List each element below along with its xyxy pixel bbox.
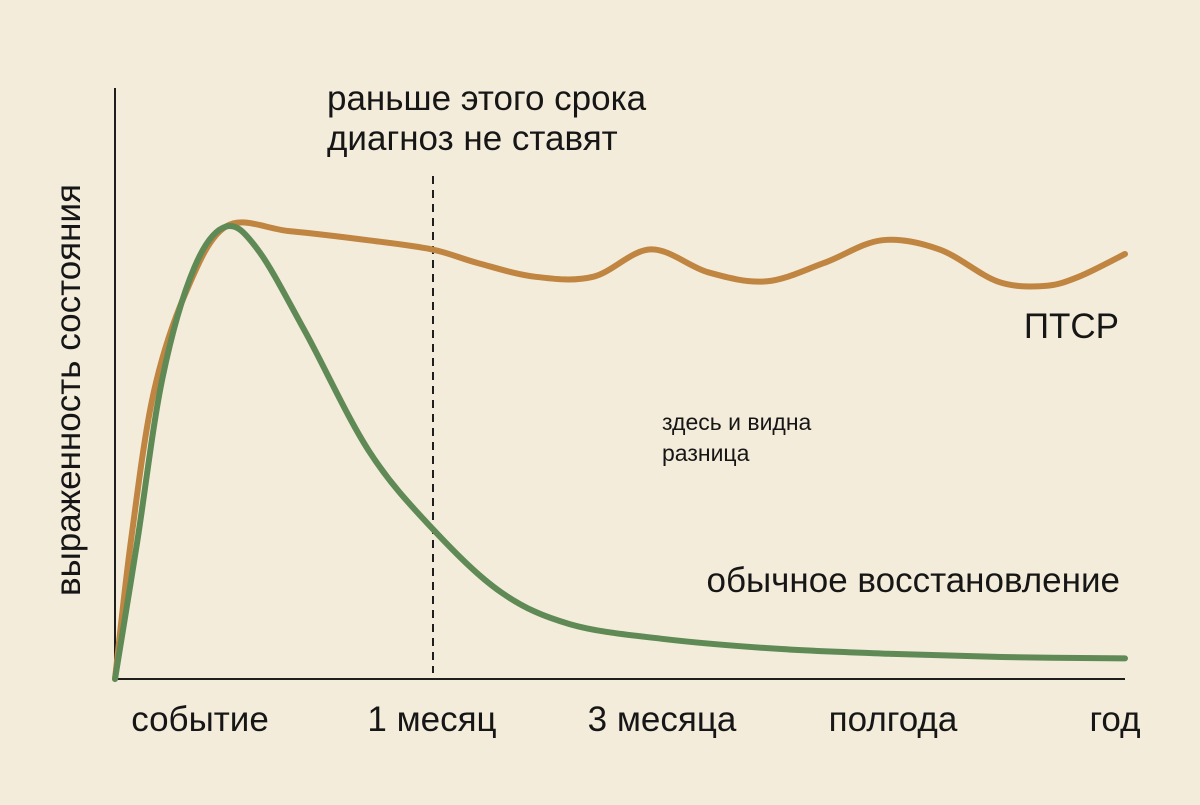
axes: выраженность состояния (49, 88, 1125, 680)
x-tick-label: 1 месяц (367, 700, 496, 739)
difference-note-line-2: разница (662, 440, 750, 466)
y-axis-label: выраженность состояния (49, 184, 88, 596)
cutoff-label-line-2: диагноз не ставят (327, 119, 618, 158)
cutoff-marker: раньше этого срока диагноз не ставят (327, 79, 647, 673)
series-line-ptsr (112, 219, 1128, 682)
series-group (112, 219, 1128, 682)
series-label-ptsr: ПТСР (1024, 307, 1119, 346)
cutoff-label-line-1: раньше этого срока (327, 79, 647, 118)
x-tick-label: 3 месяца (588, 700, 737, 739)
x-tick-label: год (1089, 700, 1140, 739)
series-labels: ПТСР обычное восстановление (707, 307, 1120, 600)
series-line-normal-recovery (112, 222, 1128, 682)
series-label-normal-recovery: обычное восстановление (707, 561, 1120, 600)
x-tick-labels: событие 1 месяц 3 месяца полгода год (131, 700, 1140, 739)
x-tick-label: событие (131, 700, 269, 739)
x-tick-label: полгода (829, 700, 958, 739)
difference-note-line-1: здесь и видна (662, 409, 812, 435)
difference-note: здесь и видна разница (662, 409, 812, 466)
